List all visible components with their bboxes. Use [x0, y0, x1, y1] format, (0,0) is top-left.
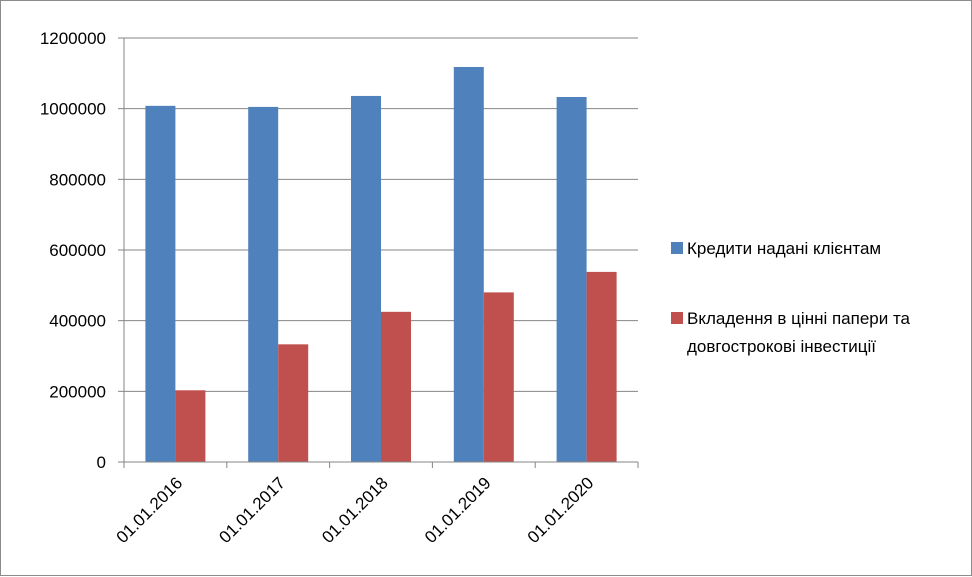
x-tick-labels: 01.01.2016 01.01.2017 01.01.2018 01.01.2019… [113, 473, 598, 547]
bar-series-1 [248, 106, 279, 463]
y-tick-label: 600000 [49, 241, 106, 260]
bar-series-1 [556, 97, 587, 463]
x-tick-label: 01.01.2020 [524, 473, 598, 547]
y-tick-label: 1000000 [40, 100, 106, 119]
y-tick-label: 800000 [49, 170, 106, 189]
x-tick-label: 01.01.2017 [215, 473, 289, 547]
bar-series-1 [453, 66, 484, 463]
legend: Кредити надані клієнтам Вкладення в цінні… [671, 239, 911, 356]
x-tick-label: 01.01.2018 [318, 473, 392, 547]
bar-series-2 [586, 271, 617, 462]
y-tick-labels: 0 200000 400000 600000 800000 1000000 1200000 [40, 29, 106, 472]
bar-series-2 [381, 311, 411, 462]
bars [145, 66, 617, 463]
bar-series-2 [483, 292, 514, 462]
y-tick-label: 0 [97, 453, 106, 472]
legend-label: Кредити надані клієнтам [687, 239, 881, 258]
bar-series-1 [145, 105, 176, 462]
legend-label: довгострокові інвестиції [687, 337, 876, 356]
y-tick-label: 200000 [49, 382, 106, 401]
bar-series-1 [351, 95, 381, 463]
x-tick-label: 01.01.2016 [113, 473, 187, 547]
legend-swatch-series-2 [671, 312, 683, 324]
y-tick-label: 400000 [49, 312, 106, 331]
bar-series-2 [175, 390, 206, 462]
bar-series-2 [278, 344, 309, 462]
axes [118, 37, 639, 468]
x-tick-label: 01.01.2019 [421, 473, 495, 547]
legend-label: Вкладення в цінні папери та [687, 309, 911, 328]
y-tick-label: 1200000 [40, 29, 106, 48]
legend-swatch-series-1 [671, 242, 683, 254]
